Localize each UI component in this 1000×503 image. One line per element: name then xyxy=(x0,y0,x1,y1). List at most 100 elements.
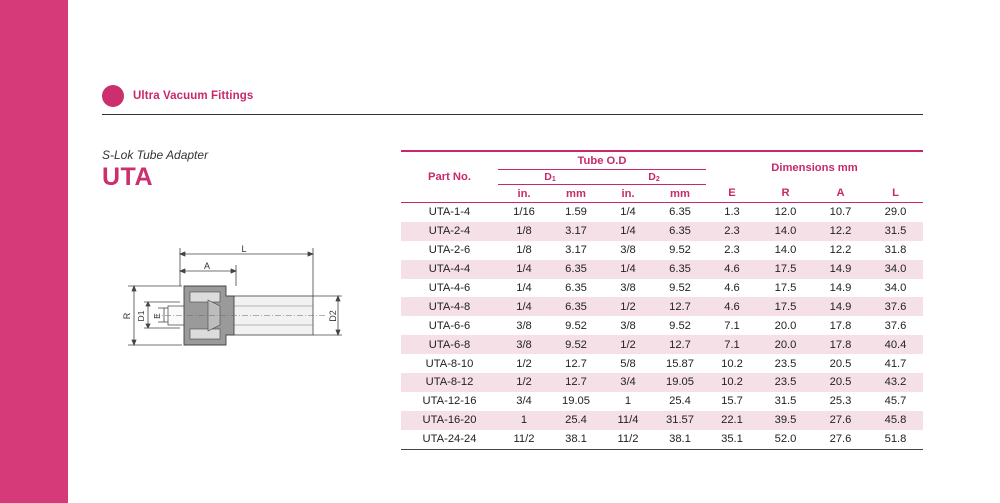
table-row: UTA-8-10 1/2 12.7 5/8 15.87 10.2 23.5 20.5 41.7 xyxy=(401,354,923,373)
subheader-e: E xyxy=(728,187,736,200)
table-cell: 19.05 xyxy=(562,395,590,408)
product-model: UTA xyxy=(102,163,154,191)
table-cell: 25.4 xyxy=(669,395,691,408)
table-cell: 9.52 xyxy=(565,319,587,332)
table-cell: 23.5 xyxy=(758,373,813,392)
dimension-a xyxy=(178,265,238,286)
subheader-in: in. xyxy=(621,187,635,200)
table-cell: 1/4 xyxy=(602,259,654,279)
section-title: Ultra Vacuum Fittings xyxy=(133,90,254,102)
label-d2: D2 xyxy=(328,310,338,322)
part-number-cell: UTA-12-16 xyxy=(422,395,477,408)
table-cell: 12.7 xyxy=(654,335,706,355)
table-cell: 20.5 xyxy=(813,373,868,392)
table-row: UTA-2-4 1/8 3.17 1/4 6.35 2.3 14.0 12.2 31.5 xyxy=(401,221,923,241)
table-cell: 20.0 xyxy=(774,319,797,332)
spec-table: Part No. Tube O.D Dimensions mm D1 D2 in… xyxy=(401,150,923,450)
subheader-r: R xyxy=(781,187,790,200)
table-cell: 38.1 xyxy=(669,433,691,446)
table-cell: 4.6 xyxy=(706,259,758,279)
table-row: UTA-2-6 1/8 3.17 3/8 9.52 2.3 14.0 12.2 31.8 xyxy=(401,241,923,260)
table-row: UTA-16-20 1 25.4 11/4 31.57 22.1 39.5 27.6 45.8 xyxy=(401,410,923,430)
sidebar-accent-bar xyxy=(0,0,68,503)
subheader-a: A xyxy=(836,187,845,200)
table-cell: 27.6 xyxy=(813,410,868,430)
table-cell: 7.1 xyxy=(706,335,758,355)
table-cell: 4.6 xyxy=(724,282,740,294)
table-cell: 14.0 xyxy=(758,221,813,241)
table-row: UTA-1-4 1/16 1.59 1/4 6.35 1.3 12.0 10.7 29.0 xyxy=(401,203,923,222)
part-number-cell: UTA-2-4 xyxy=(401,221,498,241)
table-cell: 11/4 xyxy=(602,410,654,430)
table-cell: 9.52 xyxy=(669,282,691,294)
fitting-drawing: L A R D1 E xyxy=(122,244,342,347)
table-row: UTA-4-4 1/4 6.35 1/4 6.35 4.6 17.5 14.9 34.0 xyxy=(401,259,923,279)
table-cell: 6.35 xyxy=(550,259,602,279)
table-cell: 14.9 xyxy=(829,282,852,294)
part-number-cell: UTA-4-4 xyxy=(401,259,498,279)
table-cell: 1.59 xyxy=(565,206,587,219)
table-cell: 12.0 xyxy=(774,206,797,219)
table-cell: 1/8 xyxy=(516,244,532,257)
table-cell: 3/8 xyxy=(620,319,636,332)
header-part-no: Part No. xyxy=(428,171,471,183)
table-cell: 29.0 xyxy=(884,206,907,219)
part-number-cell: UTA-4-8 xyxy=(401,297,498,317)
table-cell: 10.2 xyxy=(721,357,743,370)
section-header: Ultra Vacuum Fittings xyxy=(102,84,253,108)
table-row: UTA-6-8 3/8 9.52 1/2 12.7 7.1 20.0 17.8 40.4 xyxy=(401,335,923,355)
table-cell: 1/2 xyxy=(602,335,654,355)
table-cell: 14.9 xyxy=(813,297,868,317)
table-cell: 2.3 xyxy=(706,221,758,241)
table-cell: 31.5 xyxy=(868,221,923,241)
part-number-cell: UTA-2-6 xyxy=(428,244,471,257)
part-number-cell: UTA-24-24 xyxy=(422,433,477,446)
table-cell: 34.0 xyxy=(868,259,923,279)
part-number-cell: UTA-1-4 xyxy=(428,206,471,219)
table-cell: 6.35 xyxy=(654,259,706,279)
table-cell: 1/4 xyxy=(620,206,636,219)
table-cell: 1 xyxy=(498,410,550,430)
table-cell: 19.05 xyxy=(654,373,706,392)
table-cell: 12.7 xyxy=(550,373,602,392)
table-cell: 12.2 xyxy=(813,221,868,241)
table-cell: 3/8 xyxy=(620,244,636,257)
label-d1: D1 xyxy=(136,310,146,321)
table-cell: 7.1 xyxy=(724,319,740,332)
subheader-l: L xyxy=(892,187,899,200)
table-cell: 1/4 xyxy=(516,282,532,294)
table-cell: 39.5 xyxy=(758,410,813,430)
bullet-dot-icon xyxy=(102,85,124,107)
part-number-cell: UTA-6-6 xyxy=(428,319,471,332)
table-row: UTA-4-6 1/4 6.35 3/8 9.52 4.6 17.5 14.9 34.0 xyxy=(401,279,923,298)
table-cell: 17.8 xyxy=(829,319,852,332)
table-cell: 14.9 xyxy=(813,259,868,279)
table-cell: 1.3 xyxy=(724,206,740,219)
table-cell: 27.6 xyxy=(829,433,852,446)
table-cell: 15.87 xyxy=(666,357,694,370)
table-cell: 2.3 xyxy=(724,244,740,257)
table-cell: 52.0 xyxy=(774,433,797,446)
table-cell: 20.0 xyxy=(758,335,813,355)
table-cell: 34.0 xyxy=(884,282,907,294)
table-cell: 14.0 xyxy=(774,244,797,257)
table-cell: 31.5 xyxy=(774,395,797,408)
table-cell: 17.8 xyxy=(813,335,868,355)
part-number-cell: UTA-16-20 xyxy=(401,410,498,430)
table-cell: 6.35 xyxy=(550,297,602,317)
table-cell: 1/8 xyxy=(498,221,550,241)
header-divider xyxy=(102,114,923,115)
table-cell: 25.3 xyxy=(829,395,852,408)
label-r: R xyxy=(122,312,132,319)
table-cell: 9.52 xyxy=(669,319,691,332)
table-cell: 10.2 xyxy=(706,373,758,392)
subheader-mm: mm xyxy=(670,187,690,200)
label-e: E xyxy=(152,313,162,319)
dimension-l xyxy=(178,248,315,296)
header-d2: D2 xyxy=(602,169,706,185)
table-cell: 45.7 xyxy=(884,395,907,408)
table-cell: 45.8 xyxy=(868,410,923,430)
label-l: L xyxy=(241,244,246,254)
table-cell: 12.7 xyxy=(654,297,706,317)
product-subtitle: S-Lok Tube Adapter xyxy=(102,148,209,162)
